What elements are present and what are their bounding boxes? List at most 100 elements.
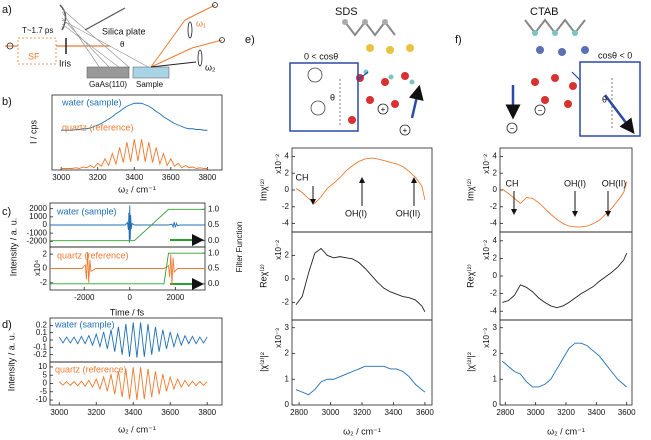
x-tick-label: 3200 bbox=[87, 408, 105, 417]
setup-label: Silica plate bbox=[102, 26, 146, 36]
y-tick-label: 2 bbox=[285, 168, 290, 177]
x-tick-label: -2000 bbox=[74, 293, 95, 302]
x-tick-label: 3000 bbox=[50, 408, 68, 417]
axis-multiplier: x10⁻² bbox=[274, 154, 283, 174]
series-line bbox=[50, 252, 205, 285]
x-tick-label: 3200 bbox=[89, 173, 107, 182]
series-line bbox=[502, 252, 628, 309]
axis-multiplier: x10⁻² bbox=[274, 240, 283, 260]
series-label: water (sample) bbox=[56, 206, 117, 216]
illustration-label: θ bbox=[602, 94, 607, 104]
y-tick-label: -5 bbox=[40, 387, 48, 396]
x-axis-label: ω₂ / cm⁻¹ bbox=[118, 424, 156, 434]
panel-label: c) bbox=[2, 206, 11, 218]
y-tick-label: 2 bbox=[493, 349, 498, 358]
filter-arrows bbox=[170, 234, 204, 290]
x-tick-label: 3400 bbox=[124, 408, 142, 417]
y2-tick-label: 0.5 bbox=[208, 220, 220, 229]
x-tick-label: 3200 bbox=[353, 408, 371, 417]
y-tick-label: 0 bbox=[43, 379, 48, 388]
y-tick-label: 5 bbox=[43, 370, 48, 379]
plot-frame bbox=[499, 231, 633, 321]
illustration-label: cosθ < 0 bbox=[598, 50, 632, 60]
setup-label: Iris bbox=[59, 58, 71, 68]
annotation: OH(I) bbox=[345, 208, 367, 218]
y-axis-label: Imχ⁽²⁾ bbox=[258, 179, 268, 201]
y-tick-label: 0 bbox=[493, 400, 498, 409]
y-tick-label: 0.1 bbox=[36, 328, 48, 337]
annotation: CH bbox=[296, 172, 309, 182]
y-axis-label: Intensity / a. u. bbox=[8, 218, 18, 277]
setup-label: SF bbox=[28, 51, 40, 61]
y-tick-label: 1 bbox=[285, 374, 290, 383]
x-axis-label: ω₂ / cm⁻¹ bbox=[547, 426, 585, 436]
y-tick-label: -2 bbox=[40, 278, 48, 287]
y-tick-label: -0.1 bbox=[33, 342, 47, 351]
setup-label: ω₁ bbox=[196, 18, 206, 28]
y-tick-label: 2000 bbox=[29, 204, 47, 213]
y-tick-label: -1000 bbox=[27, 228, 48, 237]
y-tick-label: 2 bbox=[285, 349, 290, 358]
y-tick-label: -0.2 bbox=[33, 350, 47, 359]
y-tick-label: -2 bbox=[490, 289, 498, 298]
y-tick-label: -2 bbox=[282, 202, 290, 211]
setup-label: Sample bbox=[136, 80, 164, 89]
y-tick-label: 4 bbox=[493, 152, 498, 161]
series-line bbox=[295, 157, 426, 205]
charge-label: − bbox=[510, 124, 515, 133]
y-tick-label: 0 bbox=[43, 335, 48, 344]
y2-tick-label: 0.0 bbox=[208, 236, 220, 245]
y-axis-label: |χ⁽²⁾|² bbox=[465, 352, 475, 372]
x-tick-label: 3600 bbox=[161, 408, 179, 417]
ctab-illustration bbox=[505, 18, 641, 137]
y-axis-label: I / cps bbox=[28, 120, 38, 145]
sds-illustration bbox=[289, 19, 424, 136]
series-line bbox=[58, 322, 208, 358]
panel-label: f) bbox=[455, 34, 462, 46]
series-line bbox=[50, 208, 205, 242]
x-axis-label: ω₂ / cm⁻¹ bbox=[343, 426, 381, 436]
y-tick-label: 0.2 bbox=[36, 320, 48, 329]
x-tick-label: 3800 bbox=[198, 173, 216, 182]
y-tick-label: -2 bbox=[282, 298, 290, 307]
y-tick-label: 4 bbox=[493, 236, 498, 245]
illustration-label: θ bbox=[330, 92, 335, 102]
y-tick-label: 4 bbox=[285, 152, 290, 161]
y-tick-label: 10 bbox=[38, 362, 47, 371]
y2-tick-label: 0.0 bbox=[208, 279, 220, 288]
x-tick-label: 3400 bbox=[587, 408, 605, 417]
setup-label: θ bbox=[120, 40, 125, 49]
axis-multiplier: x10⁻³ bbox=[274, 328, 283, 348]
y-tick-label: 2 bbox=[285, 251, 290, 260]
y-axis-label: Intensity / a. u. bbox=[6, 333, 16, 392]
series-label: quartz (reference) bbox=[62, 122, 134, 132]
series-line bbox=[50, 205, 205, 243]
charge-label: + bbox=[403, 126, 408, 135]
illustration-title: CTAB bbox=[530, 6, 559, 18]
y-tick-label: -2 bbox=[490, 202, 498, 211]
x-tick-label: 3200 bbox=[557, 408, 575, 417]
y-tick-label: 1000 bbox=[29, 212, 47, 221]
panel-label: e) bbox=[245, 34, 255, 46]
panel-label: b) bbox=[2, 96, 12, 108]
y-tick-label: 0 bbox=[43, 264, 48, 273]
y-tick-label: 0 bbox=[285, 274, 290, 283]
series-line bbox=[50, 252, 205, 285]
plot-frame bbox=[291, 319, 433, 406]
y2-tick-label: 1.0 bbox=[208, 248, 220, 257]
illustration-title: SDS bbox=[335, 6, 358, 18]
series-line bbox=[501, 342, 627, 388]
y-axis-label: Reχ⁽²⁾ bbox=[465, 264, 475, 288]
plot-frame bbox=[499, 147, 633, 233]
series-line bbox=[295, 365, 426, 396]
y2-axis-label: Filter Function bbox=[235, 222, 244, 273]
setup-label: ω₂ bbox=[205, 62, 216, 72]
annotation: OH(I) bbox=[564, 178, 586, 188]
x-tick-label: 3000 bbox=[322, 408, 340, 417]
plot-frame bbox=[51, 94, 223, 171]
plot-frame bbox=[499, 319, 633, 406]
charge-label: − bbox=[538, 106, 543, 115]
y-tick-label: 2 bbox=[493, 254, 498, 263]
x-tick-label: 2800 bbox=[496, 408, 514, 417]
